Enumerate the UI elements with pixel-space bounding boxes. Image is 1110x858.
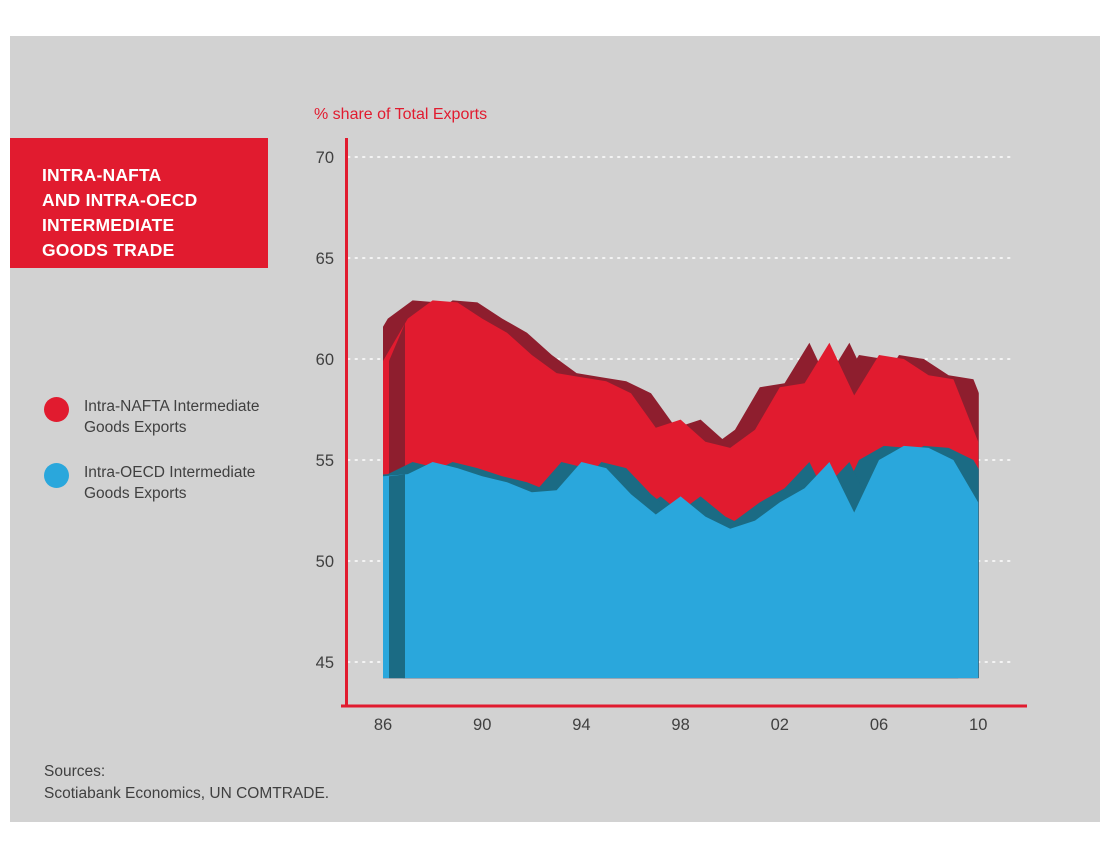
y-tick-label: 50 <box>316 553 334 571</box>
y-tick-label: 55 <box>316 452 334 470</box>
sources-line2: Scotiabank Economics, UN COMTRADE. <box>44 785 330 802</box>
legend-item-nafta: Intra-NAFTA Intermediate Goods Exports <box>44 396 259 438</box>
y-tick-labels: 45 50 55 60 65 70 <box>316 149 334 672</box>
y-tick-label: 65 <box>316 250 334 268</box>
title-line: AND INTRA-OECD <box>42 190 198 210</box>
x-tick-label: 02 <box>771 716 789 734</box>
legend-label-oecd: Intra-OECD Intermediate Goods Exports <box>84 462 255 504</box>
legend-label-oecd-line1: Intra-OECD Intermediate <box>84 464 256 481</box>
nafta-legend-swatch-icon <box>44 397 69 422</box>
y-tick-label: 45 <box>316 654 334 672</box>
y-tick-label: 70 <box>316 149 334 167</box>
x-tick-label: 86 <box>374 716 392 734</box>
title-line: GOODS TRADE <box>42 240 175 260</box>
plot-areas <box>383 300 979 679</box>
x-tick-label: 10 <box>969 716 987 734</box>
x-tick-label: 06 <box>870 716 888 734</box>
title-line: INTRA-NAFTA <box>42 165 162 185</box>
legend-item-oecd: Intra-OECD Intermediate Goods Exports <box>44 462 255 504</box>
x-tick-labels: 86 90 94 98 02 06 10 <box>374 716 988 734</box>
legend-label-nafta: Intra-NAFTA Intermediate Goods Exports <box>84 396 259 438</box>
x-tick-label: 94 <box>572 716 590 734</box>
legend-label-nafta-line2: Goods Exports <box>84 419 187 436</box>
legend-label-nafta-line1: Intra-NAFTA Intermediate <box>84 398 260 415</box>
oecd-legend-swatch-icon <box>44 463 69 488</box>
oecd-area <box>383 445 979 679</box>
title-line: INTERMEDIATE <box>42 215 175 235</box>
x-tick-label: 98 <box>671 716 689 734</box>
y-tick-label: 60 <box>316 351 334 369</box>
oecd-area-left-face <box>389 474 405 679</box>
legend-label-oecd-line2: Goods Exports <box>84 485 187 502</box>
sources-note: Sources: Scotiabank Economics, UN COMTRA… <box>44 761 329 805</box>
sources-line1: Sources: <box>44 763 106 780</box>
x-tick-label: 90 <box>473 716 491 734</box>
y-axis-title: % share of Total Exports <box>314 106 488 123</box>
title-box: INTRA-NAFTA AND INTRA-OECD INTERMEDIATE … <box>10 138 268 268</box>
